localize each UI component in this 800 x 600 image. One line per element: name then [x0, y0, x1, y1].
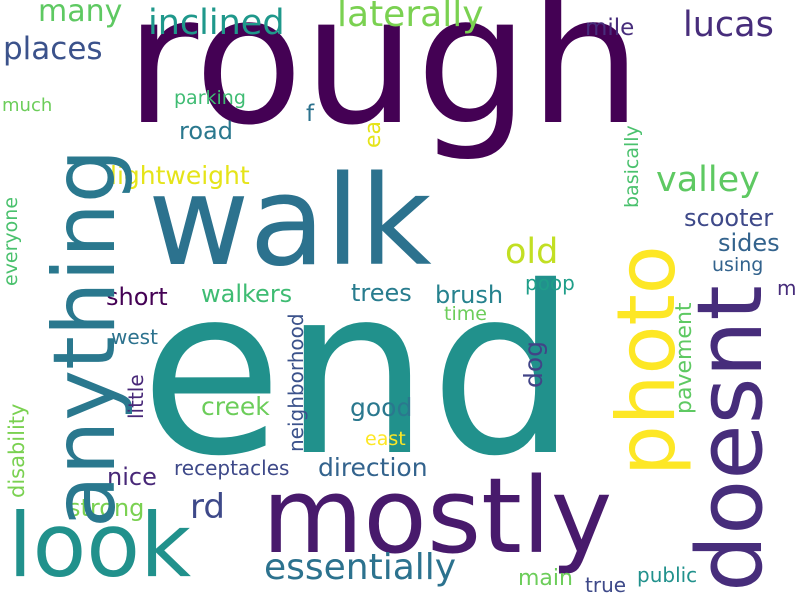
word-public: public	[637, 563, 698, 587]
word-road: road	[179, 117, 233, 145]
word-pavement: pavement	[672, 302, 697, 414]
word-neighborhood: neighborhood	[284, 313, 308, 452]
word-east: east	[365, 428, 406, 450]
word-laterally: laterally	[337, 0, 484, 35]
word-dog: dog	[519, 340, 548, 388]
word-sides: sides	[718, 229, 780, 257]
word-disability: disability	[5, 403, 29, 498]
word-rough: rough	[125, 0, 642, 164]
word-short: short	[106, 283, 168, 311]
word-creek: creek	[201, 392, 270, 421]
word-essentially: essentially	[264, 547, 457, 588]
word-main: main	[518, 566, 573, 591]
word-time: time	[444, 303, 487, 325]
word-using: using	[712, 254, 764, 276]
word-ea: ea	[361, 120, 386, 148]
word-mostly: mostly	[262, 455, 613, 577]
word-brush: brush	[435, 281, 504, 309]
word-lightweight: lightweight	[110, 161, 250, 190]
word-much: much	[2, 95, 53, 116]
word-trees: trees	[351, 279, 412, 307]
word-everyone: everyone	[0, 196, 22, 286]
word-mile: mile	[585, 15, 635, 41]
word-direction: direction	[318, 453, 428, 482]
word-lucas: lucas	[683, 5, 774, 45]
word-end: end	[140, 237, 578, 507]
word-valley: valley	[656, 160, 760, 200]
word-doesnt: doesnt	[678, 285, 783, 592]
word-receptacles: receptacles	[174, 456, 290, 480]
word-m: m	[777, 276, 797, 300]
word-parking: parking	[174, 87, 246, 109]
word-old: old	[505, 232, 559, 272]
word-nice: nice	[107, 463, 157, 491]
word-places: places	[3, 31, 103, 67]
word-good: good	[350, 393, 413, 422]
word-west: west	[111, 325, 158, 349]
word-many: many	[38, 0, 123, 29]
word-basically: basically	[621, 125, 643, 208]
word-true: true	[585, 573, 627, 597]
word-walk: walk	[148, 150, 432, 294]
word-walkers: walkers	[201, 280, 293, 308]
word-little: little	[124, 374, 148, 419]
word-inclined: inclined	[148, 3, 285, 43]
word-f: f	[306, 101, 315, 127]
word-strong: strong	[68, 494, 145, 522]
word-poop: poop	[525, 271, 575, 295]
word-anything: anything	[35, 148, 135, 528]
word-look: look	[8, 494, 192, 597]
word-scooter: scooter	[684, 204, 774, 232]
word-rd: rd	[190, 487, 225, 527]
